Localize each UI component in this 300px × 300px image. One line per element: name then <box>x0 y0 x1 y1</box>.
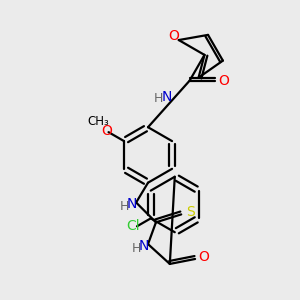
Text: Cl: Cl <box>126 219 140 233</box>
Text: H: H <box>154 92 164 106</box>
Text: O: O <box>199 250 209 264</box>
Text: N: N <box>139 239 149 253</box>
Text: N: N <box>162 90 172 104</box>
Text: CH₃: CH₃ <box>87 115 109 128</box>
Text: S: S <box>186 206 194 219</box>
Text: O: O <box>168 29 179 43</box>
Text: H: H <box>120 200 129 213</box>
Text: O: O <box>101 124 112 138</box>
Text: O: O <box>218 74 229 88</box>
Text: H: H <box>131 242 141 255</box>
Text: N: N <box>127 197 137 212</box>
